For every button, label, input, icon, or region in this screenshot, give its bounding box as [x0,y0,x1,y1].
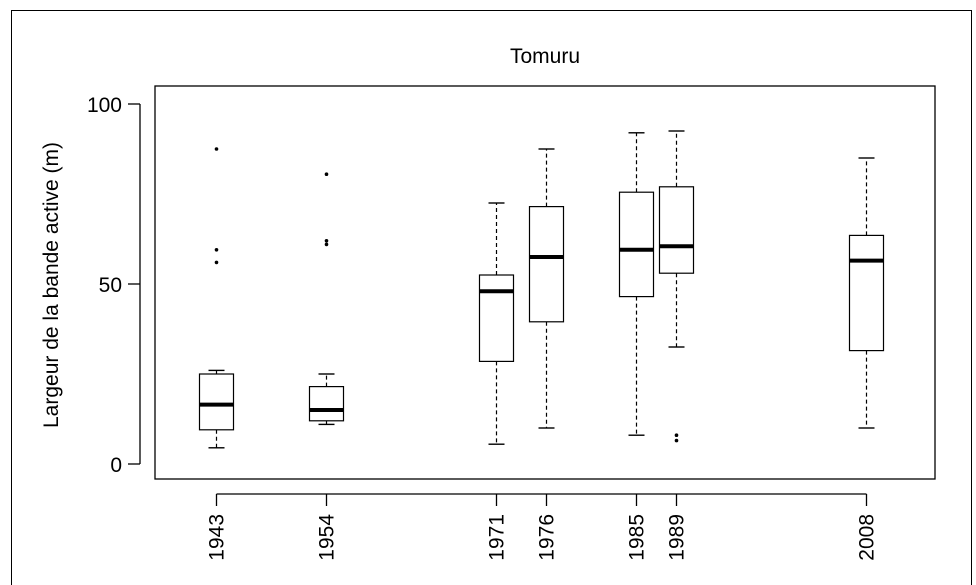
y-tick-label: 0 [110,454,122,477]
x-tick-label: 1943 [206,514,229,561]
y-tick-label: 100 [87,94,122,117]
outlier-point [214,260,219,265]
outlier-point [214,248,219,252]
box [848,234,885,352]
y-axis-label: Largeur de la bande active (m) [40,142,63,428]
outlier-point [674,438,679,443]
x-tick-label: 1954 [316,514,339,561]
outlier-point [324,172,329,176]
outlier-point [324,239,329,243]
box [478,274,515,363]
chart-title: Tomuru [510,45,580,68]
box [528,206,565,323]
plot-area [154,85,936,480]
box [308,386,345,422]
box [658,186,695,274]
figure-frame [11,10,972,585]
x-tick-label: 1971 [486,514,509,561]
x-tick-label: 1976 [536,514,559,561]
x-tick-label: 1985 [626,514,649,561]
x-tick-label: 1989 [666,514,689,561]
box [618,191,655,298]
outlier-point [324,242,329,247]
box [198,373,235,431]
outlier-point [214,147,219,151]
y-tick-label: 50 [99,274,122,297]
x-tick-label: 2008 [856,514,879,561]
outlier-point [674,433,679,438]
